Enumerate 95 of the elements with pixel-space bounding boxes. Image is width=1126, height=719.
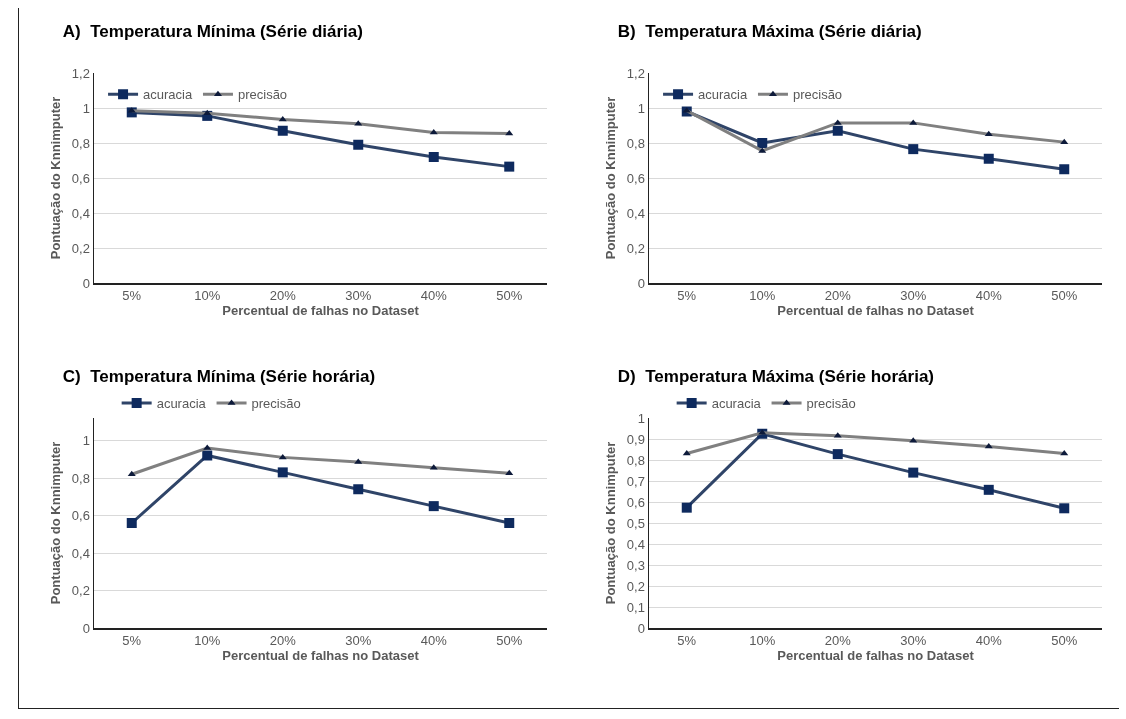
point: [983, 153, 994, 164]
y-tick-label: 1: [637, 410, 645, 426]
x-tick-label: 10%: [749, 288, 776, 304]
x-tick-label: 50%: [1051, 288, 1078, 304]
point: [353, 139, 364, 150]
x-tick-label: 5%: [122, 633, 142, 649]
y-tick-label: 0: [82, 620, 90, 636]
point: [908, 144, 919, 155]
point: [504, 161, 515, 172]
y-tick-label: 0,4: [626, 536, 645, 552]
y-tick-label: 0,2: [626, 240, 645, 256]
x-tick-label: 50%: [1051, 633, 1078, 649]
x-tick-label: 40%: [975, 288, 1003, 304]
y-tick-label: 0,1: [626, 599, 645, 615]
legend-label: acuracia: [143, 87, 193, 103]
x-tick-label: 5%: [677, 633, 697, 649]
y-tick-label: 1: [82, 100, 90, 116]
legend-label: precisão: [237, 87, 288, 103]
point: [908, 467, 919, 478]
point: [277, 467, 288, 478]
y-tick-label: 0,6: [71, 170, 90, 186]
x-tick-label: 20%: [269, 288, 297, 304]
y-tick-label: 0,2: [71, 583, 90, 599]
x-tick-label: 10%: [194, 288, 221, 304]
y-tick-label: 0,5: [626, 515, 645, 531]
x-tick-label: 30%: [345, 288, 372, 304]
point: [428, 501, 439, 512]
point: [504, 518, 515, 528]
y-tick-label: 0,6: [626, 170, 645, 186]
x-tick-label: 50%: [496, 633, 523, 649]
legend-label: precisão: [806, 396, 856, 412]
chart-title: C) Temperatura Mínima (Série horária): [62, 366, 376, 386]
y-tick-label: 0,6: [626, 494, 645, 510]
chart-title: B) Temperatura Máxima (Série diária): [617, 21, 922, 41]
x-tick-label: 20%: [269, 633, 297, 649]
point: [832, 449, 843, 460]
x-tick-label: 50%: [496, 288, 523, 304]
y-tick-label: 0,8: [71, 470, 90, 486]
y-tick-label: 0: [82, 275, 90, 291]
point: [202, 450, 213, 461]
y-tick-label: 0,4: [71, 545, 90, 561]
y-axis-title: Pontuação do Knnimputer: [48, 96, 64, 260]
x-tick-label: 40%: [420, 288, 448, 304]
y-tick-label: 0,8: [71, 135, 90, 151]
y-tick-label: 1,2: [626, 65, 645, 81]
x-tick-label: 20%: [824, 288, 852, 304]
x-axis-title: Percentual de falhas no Dataset: [777, 303, 975, 319]
y-tick-label: 0,4: [71, 205, 90, 221]
point: [757, 138, 768, 148]
y-tick-label: 1: [637, 100, 645, 116]
x-tick-label: 40%: [975, 633, 1003, 649]
point: [428, 152, 439, 162]
x-tick-label: 10%: [749, 633, 776, 649]
x-tick-label: 30%: [345, 633, 372, 649]
x-tick-label: 5%: [677, 288, 697, 304]
x-axis-title: Percentual de falhas no Dataset: [777, 648, 975, 664]
x-tick-label: 40%: [420, 633, 448, 649]
legend-label: acuracia: [698, 87, 748, 103]
y-axis-title: Pontuação do Knnimputer: [48, 441, 64, 605]
point: [126, 518, 137, 528]
y-axis-title: Pontuação do Knnimputer: [603, 441, 619, 605]
y-tick-label: 0,8: [626, 452, 645, 468]
legend-label: precisão: [251, 396, 301, 412]
point: [277, 125, 288, 136]
point: [1059, 503, 1070, 514]
x-axis-title: Percentual de falhas no Dataset: [222, 303, 420, 319]
point: [681, 502, 692, 513]
chart-title: A) Temperatura Mínima (Série diária): [62, 21, 363, 41]
x-tick-label: 30%: [900, 288, 927, 304]
point: [832, 125, 843, 136]
legend-label: precisão: [792, 87, 843, 103]
legend-label: acuracia: [156, 396, 207, 412]
y-tick-label: 0,6: [71, 508, 90, 524]
y-tick-label: 1: [82, 433, 90, 449]
point: [1059, 164, 1070, 175]
y-tick-label: 1,2: [71, 65, 90, 81]
x-tick-label: 10%: [194, 633, 221, 649]
y-tick-label: 0,4: [626, 205, 645, 221]
x-tick-label: 20%: [824, 633, 852, 649]
chart-title: D) Temperatura Máxima (Série horária): [617, 366, 935, 386]
y-tick-label: 0,7: [626, 473, 645, 489]
y-tick-label: 0,9: [626, 431, 645, 447]
y-tick-label: 0,2: [626, 578, 645, 594]
point: [983, 484, 994, 495]
y-tick-label: 0,2: [71, 240, 90, 256]
y-axis-title: Pontuação do Knnimputer: [603, 96, 619, 260]
x-tick-label: 5%: [122, 288, 142, 304]
x-tick-label: 30%: [900, 633, 927, 649]
x-axis-title: Percentual de falhas no Dataset: [222, 648, 420, 664]
point: [353, 484, 364, 495]
legend-label: acuracia: [711, 396, 762, 412]
y-tick-label: 0,8: [626, 135, 645, 151]
y-tick-label: 0,3: [626, 557, 645, 573]
y-tick-label: 0: [637, 620, 645, 636]
y-tick-label: 0: [637, 275, 645, 291]
